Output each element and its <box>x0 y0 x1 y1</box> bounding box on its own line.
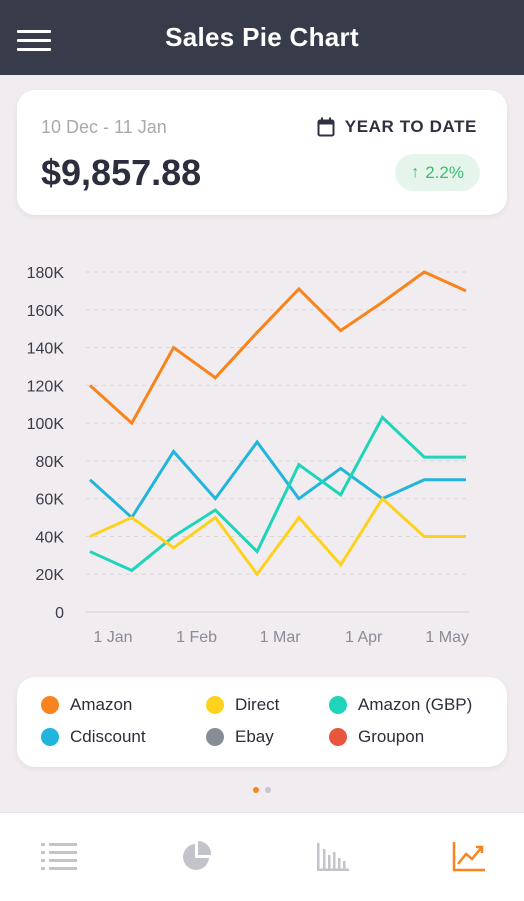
y-tick-label: 160K <box>27 303 65 320</box>
summary-card: 10 Dec - 11 Jan YEAR TO DATE $9,857.88 ↑… <box>17 90 507 215</box>
series-line-amazon-gbp <box>89 415 466 573</box>
legend-label: Ebay <box>235 727 274 746</box>
period-selector[interactable]: YEAR TO DATE <box>317 117 477 137</box>
line-chart-icon <box>452 842 485 872</box>
tab-pie-chart[interactable] <box>177 838 217 874</box>
tab-bar-chart[interactable] <box>313 838 353 874</box>
change-badge: ↑ 2.2% <box>395 154 480 191</box>
y-tick-label: 80K <box>36 454 65 471</box>
y-tick-label: 20K <box>36 567 65 584</box>
period-label: YEAR TO DATE <box>344 117 477 136</box>
x-tick-label: 1 Feb <box>176 629 217 646</box>
legend-label: Direct <box>235 695 280 714</box>
chart-svg: 0 20K 40K 60K 80K 100K 120K 140K 160K 180K 1 Jan 1… <box>27 265 470 646</box>
legend-color-dot <box>206 696 224 714</box>
tab-line-chart[interactable] <box>449 838 489 874</box>
legend-label: Amazon <box>70 695 133 714</box>
series-line-amazon <box>88 270 467 426</box>
total-amount: $9,857.88 <box>41 152 202 193</box>
page-title: Sales Pie Chart <box>165 22 359 52</box>
series-line-direct <box>89 496 466 577</box>
legend-color-dot <box>41 696 59 714</box>
legend-item: Groupon <box>329 727 424 747</box>
series-line-cdiscount <box>88 439 466 520</box>
legend-label: Groupon <box>358 727 425 746</box>
y-tick-label: 180K <box>27 265 65 282</box>
legend-label: Cdiscount <box>70 727 146 746</box>
legend-label: Amazon (GBP) <box>358 695 473 714</box>
date-range: 10 Dec - 11 Jan <box>41 117 167 137</box>
app-bar: Sales Pie Chart <box>0 0 524 75</box>
page-indicator <box>0 787 524 793</box>
calendar-icon <box>317 117 335 137</box>
y-tick-label: 60K <box>36 492 65 509</box>
y-tick-label: 120K <box>27 378 65 395</box>
legend-color-dot <box>206 728 224 746</box>
legend-color-dot <box>329 728 347 746</box>
y-tick-label: 0 <box>55 605 64 622</box>
pie-chart-icon <box>183 840 212 870</box>
pager-dot[interactable] <box>253 787 259 793</box>
arrow-up-icon: ↑ <box>411 163 420 181</box>
x-tick-label: 1 Apr <box>345 629 383 646</box>
list-icon <box>41 843 77 870</box>
legend-item: Amazon <box>41 695 132 715</box>
line-chart: 0 20K 40K 60K 80K 100K 120K 140K 160K 180K 1 Jan 1… <box>0 240 524 660</box>
legend-item: Ebay <box>206 727 274 747</box>
chart-legend: Amazon Direct Amazon (GBP) Cdiscount Ebay Gro… <box>17 677 507 767</box>
legend-color-dot <box>329 696 347 714</box>
bar-chart-icon <box>317 843 349 871</box>
menu-icon[interactable] <box>17 30 51 52</box>
x-tick-label: 1 Jan <box>93 629 132 646</box>
tab-list[interactable] <box>39 838 79 874</box>
pager-dot[interactable] <box>265 787 271 793</box>
x-tick-label: 1 May <box>425 629 469 646</box>
legend-item: Cdiscount <box>41 727 146 747</box>
change-value: 2.2% <box>425 162 464 182</box>
y-tick-label: 40K <box>36 529 65 546</box>
x-tick-label: 1 Mar <box>260 629 302 646</box>
y-tick-label: 100K <box>27 416 65 433</box>
legend-color-dot <box>41 728 59 746</box>
y-tick-label: 140K <box>27 341 65 358</box>
legend-item: Direct <box>206 695 279 715</box>
tab-bar <box>0 812 524 901</box>
legend-item: Amazon (GBP) <box>329 695 472 715</box>
